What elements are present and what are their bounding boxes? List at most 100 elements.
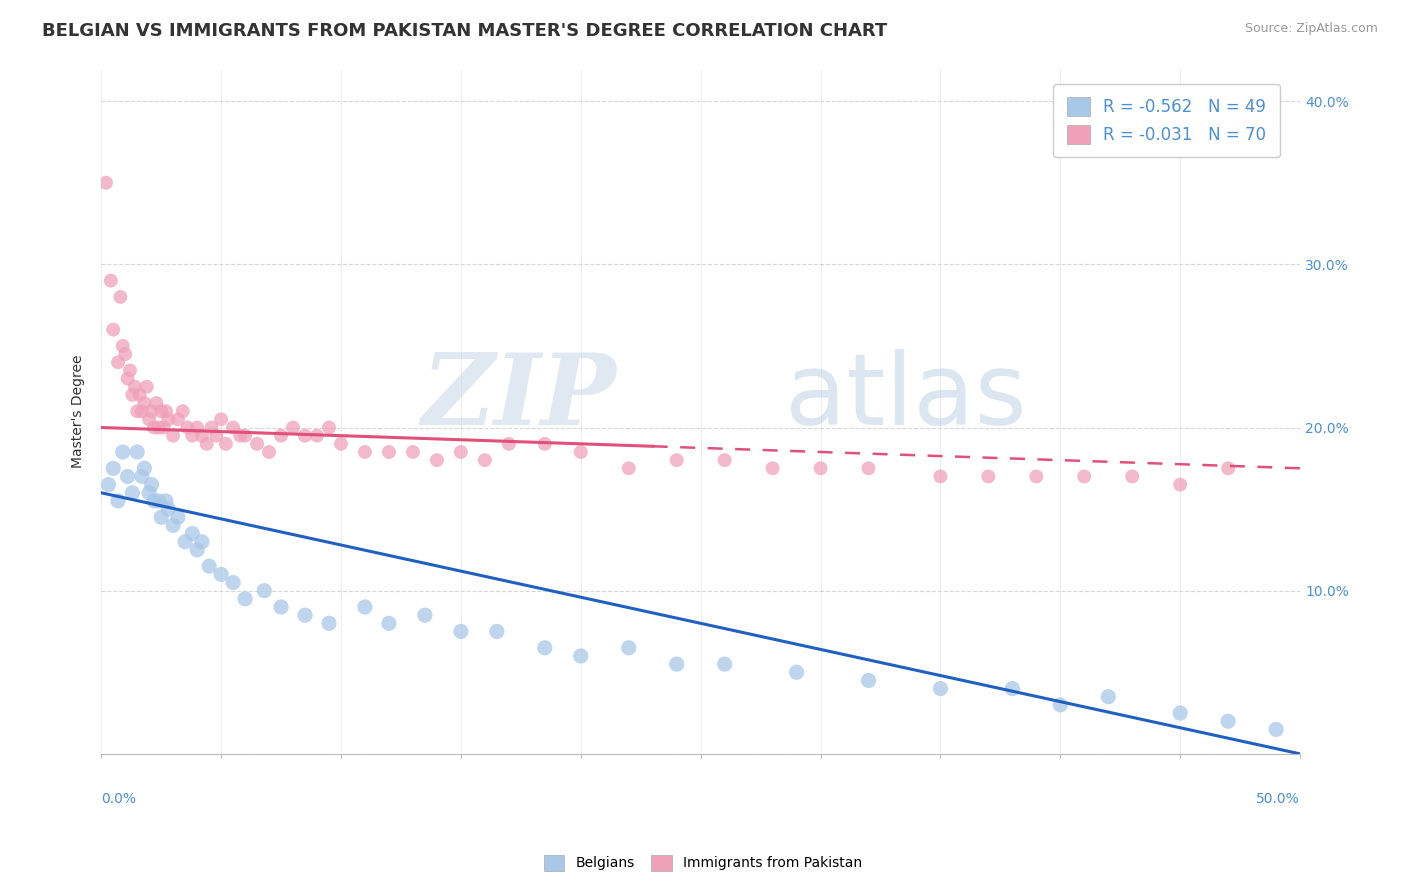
- Point: [127, 404, 149, 418]
- Point: [97, 477, 120, 491]
- Point: [786, 665, 808, 680]
- Point: [135, 380, 157, 394]
- Text: BELGIAN VS IMMIGRANTS FROM PAKISTAN MASTER'S DEGREE CORRELATION CHART: BELGIAN VS IMMIGRANTS FROM PAKISTAN MAST…: [42, 22, 887, 40]
- Point: [617, 640, 640, 655]
- Point: [1073, 469, 1095, 483]
- Point: [162, 428, 184, 442]
- Point: [257, 445, 280, 459]
- Point: [191, 428, 214, 442]
- Point: [294, 608, 316, 623]
- Point: [246, 437, 269, 451]
- Point: [1265, 723, 1288, 737]
- Point: [378, 616, 401, 631]
- Point: [215, 437, 238, 451]
- Point: [121, 388, 143, 402]
- Point: [143, 494, 166, 508]
- Point: [176, 420, 198, 434]
- Point: [162, 518, 184, 533]
- Point: [117, 371, 139, 385]
- Point: [107, 494, 129, 508]
- Point: [118, 363, 141, 377]
- Point: [138, 412, 160, 426]
- Point: [128, 388, 150, 402]
- Point: [1001, 681, 1024, 696]
- Point: [1168, 477, 1191, 491]
- Point: [233, 428, 256, 442]
- Point: [713, 453, 735, 467]
- Point: [191, 534, 214, 549]
- Point: [1025, 469, 1047, 483]
- Point: [810, 461, 832, 475]
- Point: [426, 453, 449, 467]
- Point: [155, 494, 177, 508]
- Point: [294, 428, 316, 442]
- Point: [100, 274, 122, 288]
- Point: [413, 608, 436, 623]
- Point: [569, 648, 592, 663]
- Point: [233, 591, 256, 606]
- Point: [94, 176, 117, 190]
- Point: [131, 404, 153, 418]
- Point: [533, 640, 555, 655]
- Point: [929, 681, 952, 696]
- Point: [209, 567, 232, 582]
- Point: [665, 453, 688, 467]
- Point: [713, 657, 735, 672]
- Point: [617, 461, 640, 475]
- Text: Source: ZipAtlas.com: Source: ZipAtlas.com: [1244, 22, 1378, 36]
- Point: [318, 420, 340, 434]
- Y-axis label: Master's Degree: Master's Degree: [72, 354, 86, 468]
- Point: [450, 624, 472, 639]
- Point: [150, 404, 173, 418]
- Point: [229, 428, 252, 442]
- Point: [143, 420, 166, 434]
- Point: [111, 445, 134, 459]
- Point: [181, 428, 204, 442]
- Point: [858, 461, 880, 475]
- Point: [134, 396, 156, 410]
- Point: [1218, 714, 1240, 729]
- Point: [145, 396, 167, 410]
- Point: [222, 575, 245, 590]
- Point: [114, 347, 136, 361]
- Text: ZIP: ZIP: [422, 350, 617, 446]
- Text: 0.0%: 0.0%: [101, 791, 136, 805]
- Point: [148, 420, 170, 434]
- Point: [253, 583, 276, 598]
- Point: [533, 437, 555, 451]
- Point: [1168, 706, 1191, 720]
- Point: [209, 412, 232, 426]
- Point: [121, 485, 143, 500]
- Point: [152, 420, 174, 434]
- Point: [134, 461, 156, 475]
- Point: [330, 437, 353, 451]
- Point: [569, 445, 592, 459]
- Point: [141, 477, 163, 491]
- Point: [402, 445, 425, 459]
- Point: [195, 437, 218, 451]
- Point: [103, 461, 125, 475]
- Point: [110, 290, 132, 304]
- Point: [172, 404, 194, 418]
- Text: atlas: atlas: [785, 349, 1026, 446]
- Legend: R = -0.562   N = 49, R = -0.031   N = 70: R = -0.562 N = 49, R = -0.031 N = 70: [1053, 84, 1279, 157]
- Point: [1218, 461, 1240, 475]
- Point: [150, 510, 173, 524]
- Point: [174, 534, 197, 549]
- Point: [200, 420, 222, 434]
- Point: [167, 412, 190, 426]
- Point: [665, 657, 688, 672]
- Point: [485, 624, 508, 639]
- Point: [354, 445, 377, 459]
- Point: [103, 323, 125, 337]
- Point: [205, 428, 228, 442]
- Point: [858, 673, 880, 688]
- Point: [155, 404, 177, 418]
- Point: [498, 437, 520, 451]
- Point: [222, 420, 245, 434]
- Point: [474, 453, 496, 467]
- Point: [354, 599, 377, 614]
- Point: [281, 420, 304, 434]
- Point: [131, 469, 153, 483]
- Point: [929, 469, 952, 483]
